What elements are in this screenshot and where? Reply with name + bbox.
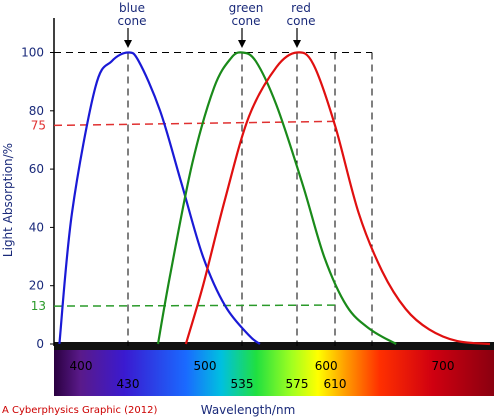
y-tick-label: 20: [29, 279, 44, 293]
red-cone-curve: [184, 51, 491, 346]
x-tick-label: 600: [315, 359, 338, 373]
marked-wavelength-label: 430: [117, 377, 140, 391]
marked-wavelength-label: 610: [324, 377, 347, 391]
spectrum-bar: [54, 346, 494, 396]
y-axis-title: Light Absorption/%: [1, 143, 15, 257]
peak-arrow-head: [124, 40, 132, 48]
x-tick-label: 500: [194, 359, 217, 373]
cone-label-line2: cone: [118, 14, 147, 28]
peak-arrow-head: [293, 40, 301, 48]
x-tick-label: 700: [432, 359, 455, 373]
marked-wavelength-label: 575: [286, 377, 309, 391]
cone-label-line2: cone: [232, 14, 261, 28]
spectrum-top-band: [54, 342, 494, 350]
cone-label-line1: blue: [119, 1, 145, 15]
level-13-label: 13: [31, 299, 46, 313]
level-75-label: 75: [31, 118, 46, 132]
level-13-dashed-line: [53, 304, 336, 307]
y-tick-label: 60: [29, 162, 44, 176]
y-tick-label: 80: [29, 104, 44, 118]
cone-label-line1: red: [291, 1, 311, 15]
cone-label-line2: cone: [287, 14, 316, 28]
credit-text: A Cyberphysics Graphic (2012): [2, 405, 157, 416]
blue-cone-curve: [58, 51, 261, 345]
level-75-dashed-line: [53, 120, 336, 127]
x-tick-label: 400: [70, 359, 93, 373]
green-cone-curve: [156, 51, 397, 345]
cone-label-line1: green: [229, 1, 264, 15]
x-axis-title: Wavelength/nm: [201, 403, 296, 417]
y-tick-label: 100: [21, 46, 44, 60]
marked-wavelength-label: 535: [231, 377, 254, 391]
peak-arrow-head: [238, 40, 246, 48]
y-tick-label: 0: [36, 337, 44, 351]
y-tick-label: 40: [29, 220, 44, 234]
